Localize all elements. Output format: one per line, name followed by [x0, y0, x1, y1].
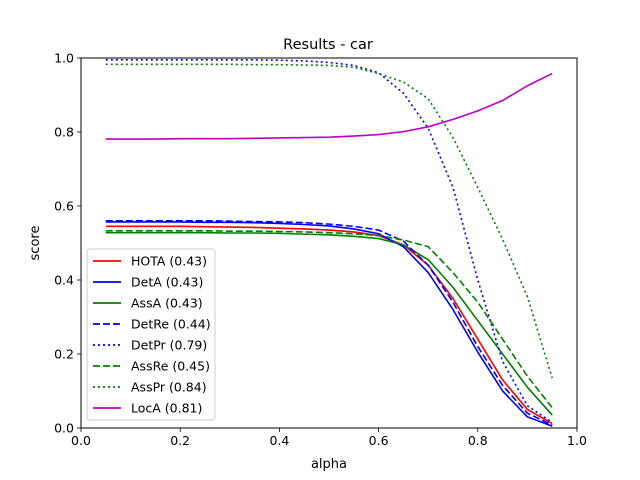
x-tick-label: 0.2: [170, 433, 190, 448]
legend-label: AssA (0.43): [131, 296, 203, 311]
y-axis: 0.0 0.2 0.4 0.6 0.8 1.0: [54, 51, 81, 436]
series-layer: [105, 59, 553, 427]
y-axis-label: score: [28, 226, 43, 261]
legend-label: AssPr (0.84): [131, 380, 207, 395]
y-tick-label: 0.0: [54, 421, 74, 436]
series-2: [105, 231, 553, 416]
series-7: [105, 72, 553, 140]
legend-label: AssRe (0.45): [131, 359, 210, 374]
legend-label: LocA (0.81): [131, 401, 202, 416]
y-tick-label: 0.4: [54, 273, 74, 288]
y-tick-label: 0.2: [54, 347, 74, 362]
y-tick-label: 1.0: [54, 51, 74, 66]
legend-label: HOTA (0.43): [131, 254, 207, 269]
x-tick-label: 0.4: [269, 433, 289, 448]
legend-label: DetA (0.43): [131, 275, 203, 290]
y-tick-label: 0.6: [54, 199, 74, 214]
series-5: [105, 229, 553, 409]
legend-label: DetRe (0.44): [131, 317, 211, 332]
x-tick-label: 0.6: [369, 433, 389, 448]
x-axis-label: alpha: [311, 457, 347, 472]
legend: HOTA (0.43) DetA (0.43) AssA (0.43) DetRe (…: [86, 248, 216, 421]
y-tick-label: 0.8: [54, 125, 74, 140]
x-axis: 0.0 0.2 0.4 0.6 0.8 1.0: [71, 428, 587, 448]
x-tick-label: 0.8: [468, 433, 488, 448]
chart-title: Results - car: [283, 37, 373, 53]
x-tick-label: 0.0: [71, 433, 91, 448]
legend-label: DetPr (0.79): [131, 338, 207, 353]
legend-box: [86, 248, 216, 421]
series-4: [105, 59, 553, 424]
series-1: [105, 221, 553, 427]
plot-frame: [80, 57, 578, 429]
x-tick-label: 1.0: [567, 433, 587, 448]
series-6: [105, 63, 553, 379]
series-3: [105, 220, 553, 426]
